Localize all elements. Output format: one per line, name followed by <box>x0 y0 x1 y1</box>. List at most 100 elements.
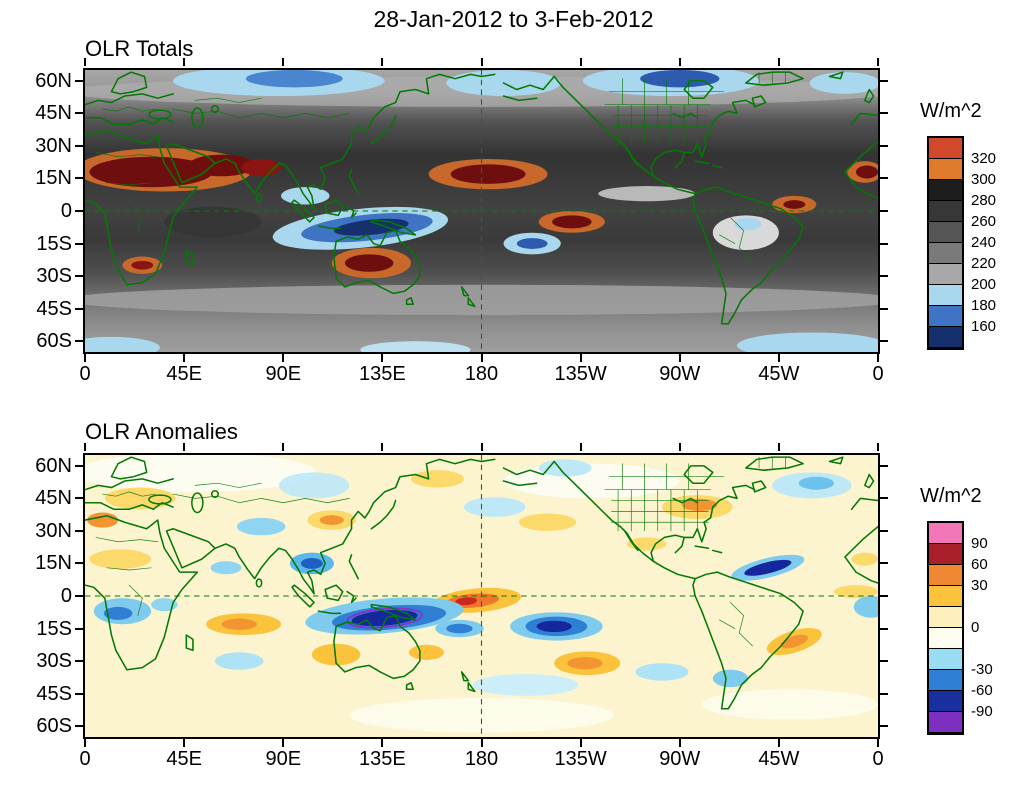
y-tick-label: 30S <box>36 650 72 673</box>
colorbar-tick-label: 30 <box>971 577 988 594</box>
y-tick-mark <box>75 529 83 532</box>
x-tick-mark <box>777 58 780 66</box>
x-tick-mark <box>480 443 483 451</box>
colorbar-tick-label: 260 <box>971 213 997 230</box>
x-tick-label: 0 <box>872 363 884 385</box>
map-totals-figure <box>85 70 878 352</box>
y-tick-mark <box>75 627 83 630</box>
y-tick-mark <box>75 725 83 728</box>
y-tick-mark <box>75 177 83 180</box>
x-tick-mark <box>282 58 285 66</box>
y-tick-mark <box>880 464 888 467</box>
x-tick-mark <box>282 443 285 451</box>
x-tick-mark <box>381 443 384 451</box>
colorbar-segment <box>929 565 962 586</box>
y-tick-label: 15N <box>35 552 72 575</box>
y-tick-mark <box>75 275 83 278</box>
colorbar-segment <box>929 712 962 733</box>
panel-title-olr-anomalies: OLR Anomalies <box>85 419 238 444</box>
colorbar-tick-label: 60 <box>971 556 988 573</box>
y-tick-label: 60S <box>36 330 72 353</box>
map-anomalies-figure <box>85 455 878 737</box>
x-tick-label: 90W <box>659 748 701 770</box>
y-tick-label: 60N <box>35 454 72 477</box>
colorbar-segment <box>929 138 962 159</box>
colorbar-tick-label: 220 <box>971 255 997 272</box>
colorbar-segment <box>929 691 962 712</box>
colorbar-tick-label: 90 <box>971 535 988 552</box>
x-tick-mark <box>579 739 582 747</box>
y-tick-mark <box>880 210 888 212</box>
y-tick-mark <box>75 595 83 597</box>
x-tick-mark <box>579 58 582 66</box>
x-tick-label: 0 <box>79 748 91 770</box>
y-tick-mark <box>880 529 888 532</box>
y-tick-mark <box>75 210 83 212</box>
y-tick-mark <box>880 112 888 115</box>
x-tick-mark <box>282 354 285 362</box>
x-tick-label: 90E <box>265 748 302 770</box>
colorbar-segment <box>929 523 962 544</box>
x-tick-mark <box>678 354 681 362</box>
y-tick-mark <box>75 692 83 695</box>
colorbar-unit-totals: W/m^2 <box>920 100 982 122</box>
colorbar-segment <box>929 306 962 327</box>
x-tick-mark <box>678 739 681 747</box>
colorbar-tick-label: 320 <box>971 150 997 167</box>
x-tick-label: 0 <box>79 363 91 385</box>
x-tick-mark <box>84 58 86 66</box>
y-tick-mark <box>880 725 888 728</box>
reference-gridlines <box>85 455 878 737</box>
anomalies-contour-field <box>85 455 878 733</box>
y-tick-mark <box>880 692 888 695</box>
colorbar-segment <box>929 159 962 180</box>
colorbar-segment <box>929 649 962 670</box>
x-tick-mark <box>381 739 384 747</box>
x-tick-label: 0 <box>872 748 884 770</box>
x-tick-label: 45W <box>758 363 800 385</box>
y-tick-label: 45N <box>35 102 72 125</box>
y-tick-mark <box>880 242 888 245</box>
x-tick-label: 135W <box>554 748 607 770</box>
y-tick-mark <box>75 112 83 115</box>
y-tick-mark <box>880 340 888 343</box>
y-tick-label: 15S <box>36 232 72 255</box>
y-tick-mark <box>880 307 888 310</box>
colorbar-tick-label: 280 <box>971 192 997 209</box>
y-tick-mark <box>75 562 83 565</box>
colorbar-segment <box>929 544 962 565</box>
x-tick-mark <box>678 58 681 66</box>
colorbar-segment <box>929 607 962 628</box>
x-tick-mark <box>877 58 879 66</box>
y-tick-mark <box>880 497 888 500</box>
colorbar-tick-label: 240 <box>971 234 997 251</box>
x-tick-mark <box>579 443 582 451</box>
x-tick-mark <box>480 354 483 362</box>
colorbar-tick-label: 180 <box>971 297 997 314</box>
y-tick-label: 30N <box>35 519 72 542</box>
colorbar-tick-label: -60 <box>971 682 993 699</box>
y-tick-label: 60N <box>35 69 72 92</box>
y-tick-mark <box>880 275 888 278</box>
colorbar-segment <box>929 222 962 243</box>
x-tick-label: 45W <box>758 748 800 770</box>
y-tick-mark <box>880 627 888 630</box>
figure-title: 28-Jan-2012 to 3-Feb-2012 <box>373 6 654 32</box>
colorbar-segment <box>929 180 962 201</box>
y-tick-mark <box>880 562 888 565</box>
y-tick-label: 30N <box>35 134 72 157</box>
reference-gridlines <box>85 70 878 352</box>
x-tick-label: 90W <box>659 363 701 385</box>
colorbar-tick-label: -90 <box>971 703 993 720</box>
y-tick-label: 0 <box>60 200 72 222</box>
x-tick-label: 180 <box>464 363 499 385</box>
colorbar-segment <box>929 670 962 691</box>
y-tick-mark <box>880 595 888 597</box>
colorbar-unit-anomalies: W/m^2 <box>920 485 982 507</box>
x-tick-mark <box>777 739 780 747</box>
x-tick-mark <box>381 354 384 362</box>
colorbar-segment <box>929 586 962 607</box>
x-tick-mark <box>183 354 186 362</box>
colorbar-segment <box>929 327 962 348</box>
